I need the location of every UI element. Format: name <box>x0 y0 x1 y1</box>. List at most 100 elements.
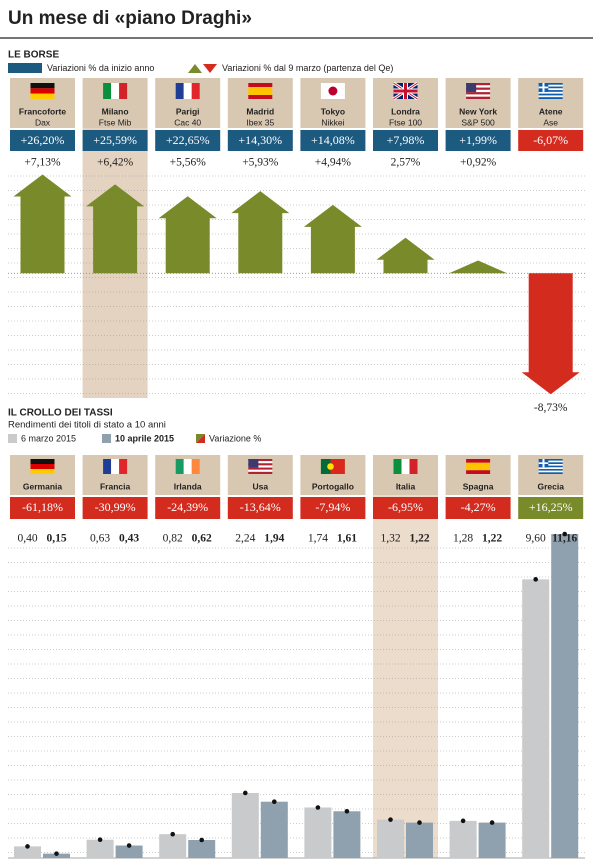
flag-part <box>248 459 259 468</box>
value-label: +25,59% <box>93 133 137 147</box>
flag-part <box>183 83 192 99</box>
value-label: +5,56% <box>170 157 207 169</box>
value-label: +14,30% <box>238 133 282 147</box>
value-label: +0,92% <box>460 157 497 169</box>
flag-part <box>466 89 491 93</box>
flag-part <box>538 93 563 96</box>
flag-part <box>466 94 491 97</box>
flag-part <box>191 83 200 99</box>
category-label: Spagna <box>463 481 494 491</box>
value-label: -8,73% <box>534 402 568 414</box>
bar-dot <box>489 820 495 825</box>
category-label: Parigi <box>176 106 200 116</box>
flag-part <box>409 459 418 474</box>
legend-label: Variazione % <box>209 433 261 443</box>
bar <box>14 846 41 858</box>
flag-part <box>538 88 563 91</box>
flag-part <box>175 459 184 474</box>
arrow <box>303 204 362 274</box>
flag-part <box>30 83 55 89</box>
change-label: -6,95% <box>388 500 423 514</box>
page-title: Un mese di «piano Draghi» <box>8 8 252 29</box>
value-label: +6,42% <box>97 157 134 169</box>
bar-dot <box>533 577 538 582</box>
flag-part <box>30 459 55 464</box>
flag-part <box>538 95 563 98</box>
category-sublabel: Ibex 35 <box>246 117 274 127</box>
flag-part <box>191 459 200 474</box>
legend-swatch <box>8 63 42 73</box>
flag-part <box>466 87 491 90</box>
change-box <box>518 497 584 519</box>
flag-part <box>30 93 55 99</box>
category-sublabel: Ase <box>543 117 558 127</box>
category-label: Usa <box>253 481 269 491</box>
flag-part <box>401 459 410 474</box>
value-box <box>155 130 221 151</box>
value-label: 1,22 <box>482 533 502 545</box>
change-label: -13,64% <box>240 500 281 514</box>
flag-part <box>538 472 563 474</box>
flag-part <box>248 467 273 470</box>
value-label: +26,20% <box>21 133 65 147</box>
flag-part <box>119 83 128 99</box>
category-label: Tokyo <box>321 106 345 116</box>
bar <box>377 819 404 858</box>
change-label: -7,94% <box>315 500 350 514</box>
flag-part <box>538 469 563 471</box>
flag-part <box>30 88 55 94</box>
value-box <box>445 130 511 151</box>
bar <box>449 820 477 858</box>
flag-part <box>466 83 477 93</box>
category-label: Atene <box>539 106 563 116</box>
flag-part <box>330 459 345 474</box>
legend-swatch <box>8 434 17 443</box>
flag-part <box>538 90 563 92</box>
bar <box>304 807 332 858</box>
flag-part <box>320 459 331 474</box>
bar-dot <box>243 790 248 796</box>
category-label: Grecia <box>537 481 564 491</box>
value-box <box>82 130 148 151</box>
category-label: Germania <box>23 481 62 491</box>
value-label: +22,65% <box>166 133 210 147</box>
flag-part <box>30 469 55 474</box>
bar <box>551 534 579 858</box>
value-box <box>300 130 366 151</box>
category-sublabel: S&P 500 <box>461 117 495 127</box>
change-label: -4,27% <box>461 500 496 514</box>
legend-label: Variazioni % da inizio anno <box>47 63 154 73</box>
category-sublabel: Nikkei <box>321 117 344 127</box>
flag-part <box>393 89 418 93</box>
bar-dot <box>170 831 175 837</box>
bar-dot <box>126 843 132 848</box>
value-label: 0,62 <box>192 533 212 545</box>
value-label: 1,28 <box>453 533 473 545</box>
value-label: 1,22 <box>409 533 429 545</box>
category-label: Milano <box>102 106 129 116</box>
legend-label: Variazioni % dal 9 marzo (partenza del Q… <box>222 63 393 73</box>
arrow <box>86 184 145 274</box>
bar-dot <box>315 805 321 810</box>
flag-part <box>538 83 563 85</box>
section-title: IL CROLLO DEI TASSI <box>8 408 113 419</box>
section-subtitle: Rendimenti dei titoli di stato a 10 anni <box>8 420 166 431</box>
flag-part <box>466 85 491 88</box>
value-label: +4,94% <box>315 157 352 169</box>
value-label: +7,98% <box>387 133 425 147</box>
flag-part <box>248 471 273 474</box>
value-label: 1,74 <box>308 533 328 545</box>
arrow <box>13 174 72 274</box>
bar <box>231 792 259 858</box>
flag-part <box>248 459 273 462</box>
flag-part <box>248 461 273 464</box>
value-label: 2,57% <box>391 157 421 169</box>
flag-part <box>538 460 563 463</box>
flag-part <box>103 459 112 474</box>
flag-part <box>538 462 563 464</box>
category-label: Madrid <box>246 106 274 116</box>
change-box <box>10 497 75 519</box>
flag-part <box>248 95 273 99</box>
bar <box>115 845 143 858</box>
flag-part <box>30 464 55 469</box>
